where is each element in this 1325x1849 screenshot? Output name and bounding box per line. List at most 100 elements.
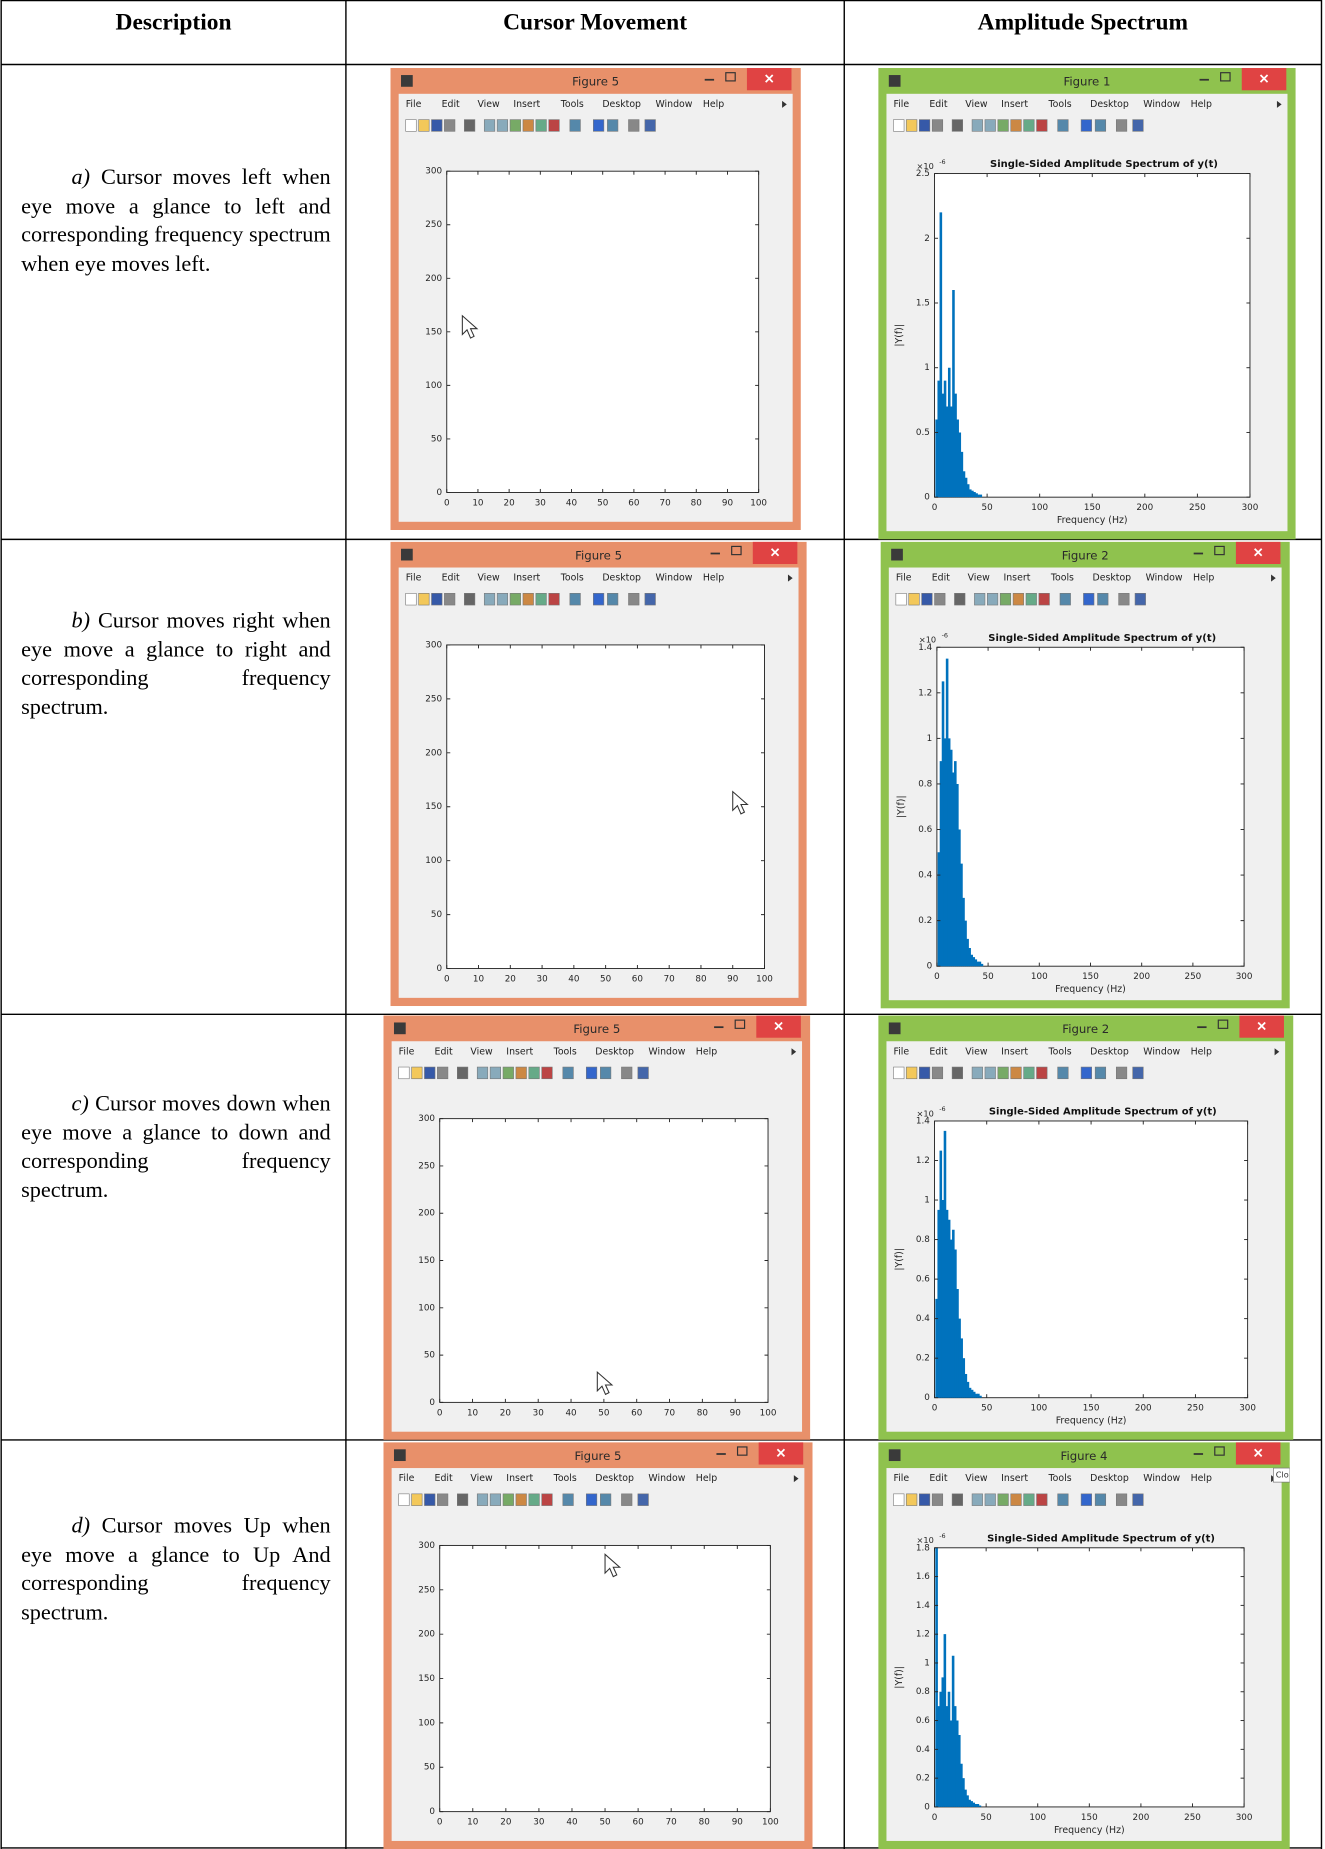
toolbar-icon[interactable] — [437, 1494, 448, 1506]
toolbar-icon[interactable] — [987, 593, 998, 605]
menu-item[interactable]: Tools — [553, 1046, 577, 1057]
toolbar-icon[interactable] — [437, 1067, 448, 1079]
toolbar-icon[interactable] — [1116, 1067, 1127, 1079]
menu-item[interactable]: Insert — [1001, 1473, 1028, 1484]
toolbar-icon[interactable] — [412, 1067, 423, 1079]
toolbar-icon[interactable] — [1058, 120, 1069, 132]
toolbar-icon[interactable] — [464, 120, 475, 132]
toolbar-icon[interactable] — [607, 120, 618, 132]
toolbar-icon[interactable] — [1037, 120, 1048, 132]
menu-item[interactable]: Insert — [513, 573, 540, 584]
menu-item[interactable]: Tools — [553, 1473, 577, 1484]
menu-item[interactable]: View — [965, 1473, 988, 1484]
toolbar-icon[interactable] — [497, 593, 508, 605]
toolbar-icon[interactable] — [645, 593, 656, 605]
toolbar-icon[interactable] — [399, 1067, 410, 1079]
toolbar-icon[interactable] — [484, 120, 495, 132]
menu-item[interactable]: Help — [696, 1473, 717, 1484]
menu-item[interactable]: File — [896, 573, 912, 584]
toolbar-icon[interactable] — [952, 1067, 963, 1079]
toolbar-icon[interactable] — [932, 1494, 943, 1506]
toolbar-icon[interactable] — [893, 120, 904, 132]
toolbar-icon[interactable] — [1037, 1494, 1048, 1506]
toolbar-icon[interactable] — [503, 1494, 514, 1506]
menu-item[interactable]: View — [470, 1046, 493, 1057]
menu-item[interactable]: Tools — [560, 99, 584, 110]
toolbar-icon[interactable] — [490, 1067, 501, 1079]
menu-item[interactable]: Edit — [435, 1473, 453, 1484]
menu-item[interactable]: Help — [696, 1046, 717, 1057]
menu-item[interactable]: Edit — [442, 99, 460, 110]
menu-item[interactable]: Window — [1143, 99, 1180, 110]
menu-item[interactable]: View — [965, 99, 988, 110]
menu-item[interactable]: Help — [1191, 1046, 1212, 1057]
menu-item[interactable]: Edit — [442, 573, 460, 584]
menu-item[interactable]: Tools — [1048, 99, 1072, 110]
menu-item[interactable]: Window — [655, 99, 692, 110]
toolbar-icon[interactable] — [972, 1067, 983, 1079]
menu-item[interactable]: Desktop — [602, 573, 641, 584]
toolbar-icon[interactable] — [638, 1067, 649, 1079]
toolbar-icon[interactable] — [497, 120, 508, 132]
menu-item[interactable]: Help — [1193, 573, 1214, 584]
toolbar-icon[interactable] — [935, 593, 946, 605]
menu-item[interactable]: Insert — [506, 1473, 533, 1484]
toolbar-icon[interactable] — [516, 1067, 527, 1079]
toolbar-icon[interactable] — [952, 120, 963, 132]
toolbar-icon[interactable] — [536, 120, 547, 132]
toolbar-icon[interactable] — [954, 593, 965, 605]
toolbar-icon[interactable] — [628, 593, 639, 605]
toolbar-icon[interactable] — [972, 1494, 983, 1506]
menu-item[interactable]: Help — [1191, 1473, 1212, 1484]
toolbar-icon[interactable] — [1000, 593, 1011, 605]
menu-item[interactable]: File — [893, 1473, 909, 1484]
toolbar-icon[interactable] — [490, 1494, 501, 1506]
toolbar-icon[interactable] — [542, 1067, 553, 1079]
toolbar-icon[interactable] — [523, 120, 534, 132]
toolbar-icon[interactable] — [922, 593, 933, 605]
menu-item[interactable]: File — [406, 573, 422, 584]
menu-item[interactable]: Tools — [1048, 1046, 1072, 1057]
toolbar-icon[interactable] — [919, 120, 930, 132]
toolbar-icon[interactable] — [1026, 593, 1037, 605]
toolbar-icon[interactable] — [593, 120, 604, 132]
menu-item[interactable]: View — [470, 1473, 493, 1484]
toolbar-icon[interactable] — [432, 120, 443, 132]
toolbar-icon[interactable] — [906, 1067, 917, 1079]
toolbar-icon[interactable] — [477, 1067, 488, 1079]
menu-item[interactable]: Desktop — [1090, 1473, 1129, 1484]
toolbar-icon[interactable] — [1081, 1067, 1092, 1079]
toolbar-icon[interactable] — [586, 1494, 597, 1506]
toolbar-icon[interactable] — [586, 1067, 597, 1079]
toolbar-icon[interactable] — [406, 593, 417, 605]
menu-item[interactable]: File — [399, 1473, 415, 1484]
toolbar-icon[interactable] — [503, 1067, 514, 1079]
toolbar-icon[interactable] — [896, 593, 907, 605]
toolbar-icon[interactable] — [919, 1494, 930, 1506]
toolbar-icon[interactable] — [621, 1494, 632, 1506]
toolbar-icon[interactable] — [570, 593, 581, 605]
toolbar-icon[interactable] — [1116, 1494, 1127, 1506]
toolbar-icon[interactable] — [932, 1067, 943, 1079]
menu-item[interactable]: Insert — [506, 1046, 533, 1057]
menu-item[interactable]: Desktop — [595, 1046, 634, 1057]
toolbar-icon[interactable] — [600, 1494, 611, 1506]
toolbar-icon[interactable] — [1024, 1067, 1035, 1079]
toolbar-icon[interactable] — [510, 120, 521, 132]
menu-item[interactable]: Window — [1143, 1473, 1180, 1484]
menu-item[interactable]: File — [406, 99, 422, 110]
toolbar-icon[interactable] — [412, 1494, 423, 1506]
menu-item[interactable]: Help — [703, 99, 724, 110]
toolbar-icon[interactable] — [570, 120, 581, 132]
toolbar-icon[interactable] — [424, 1494, 435, 1506]
toolbar-icon[interactable] — [906, 120, 917, 132]
toolbar-icon[interactable] — [399, 1494, 410, 1506]
menu-item[interactable]: File — [893, 99, 909, 110]
menu-item[interactable]: Edit — [929, 1046, 947, 1057]
menu-item[interactable]: Desktop — [1092, 573, 1131, 584]
menu-item[interactable]: Tools — [1048, 1473, 1072, 1484]
menu-item[interactable]: Window — [655, 573, 692, 584]
toolbar-icon[interactable] — [638, 1494, 649, 1506]
toolbar-icon[interactable] — [1098, 593, 1109, 605]
toolbar-icon[interactable] — [998, 120, 1009, 132]
